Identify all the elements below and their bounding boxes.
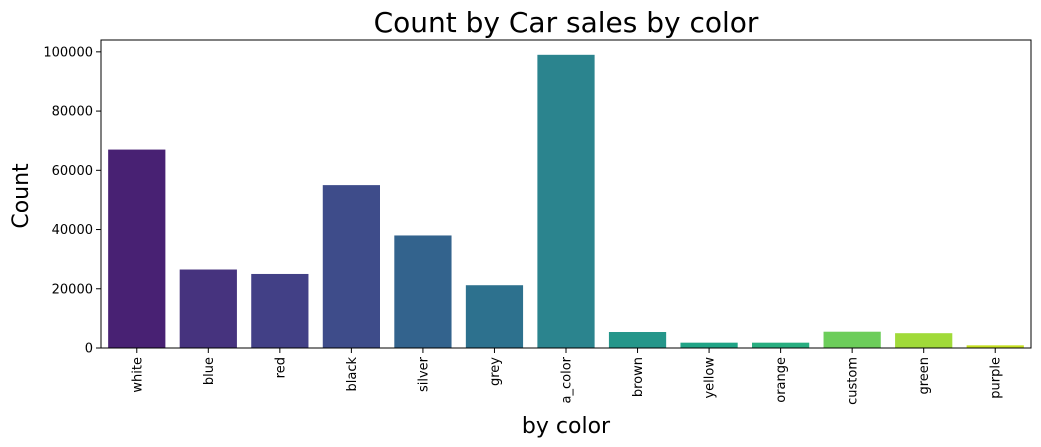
bar-purple (966, 345, 1024, 348)
bar-red (251, 273, 309, 348)
x-tick-label: purple (989, 357, 1004, 399)
plot-frame (100, 39, 1032, 349)
bar-yellow (680, 342, 738, 348)
x-tick-label: brown (631, 357, 646, 397)
bar-black (322, 185, 380, 348)
x-axis-title: by color (522, 414, 611, 439)
y-tick-label: 40000 (52, 223, 93, 238)
bar-custom (823, 331, 881, 348)
x-tick-label: orange (774, 357, 789, 403)
x-tick-label: grey (488, 357, 503, 386)
y-tick-label: 60000 (52, 164, 93, 179)
x-tick-label: white (130, 357, 145, 393)
chart-title: Count by Car sales by color (374, 6, 759, 39)
bar-brown (608, 332, 667, 348)
bar-white (108, 149, 166, 348)
bar-blue (179, 269, 237, 348)
x-tick-label: black (345, 357, 360, 392)
x-tick-label: custom (846, 357, 861, 405)
bar-silver (394, 235, 452, 348)
y-tick-label: 0 (85, 342, 93, 357)
x-tick-label: a_color (560, 356, 575, 403)
x-tick-label: silver (416, 356, 431, 392)
x-tick-label: red (273, 357, 288, 378)
y-tick-label: 20000 (52, 282, 93, 297)
x-tick-label: green (917, 357, 932, 395)
y-tick-label: 100000 (43, 45, 93, 60)
x-axis: white blue red black silver grey a_color brown y… (130, 348, 1004, 405)
bar-green (895, 333, 953, 348)
x-tick-label: blue (202, 357, 217, 385)
bar-grey (465, 285, 524, 348)
y-axis: 0 20000 40000 60000 80000 100000 (43, 45, 101, 357)
x-tick-label: yellow (703, 357, 718, 399)
y-axis-title: Count (9, 163, 34, 229)
bar-a_color (537, 54, 595, 349)
bars-layer (108, 54, 1024, 349)
bar-orange (752, 342, 810, 348)
y-tick-label: 80000 (52, 105, 93, 120)
